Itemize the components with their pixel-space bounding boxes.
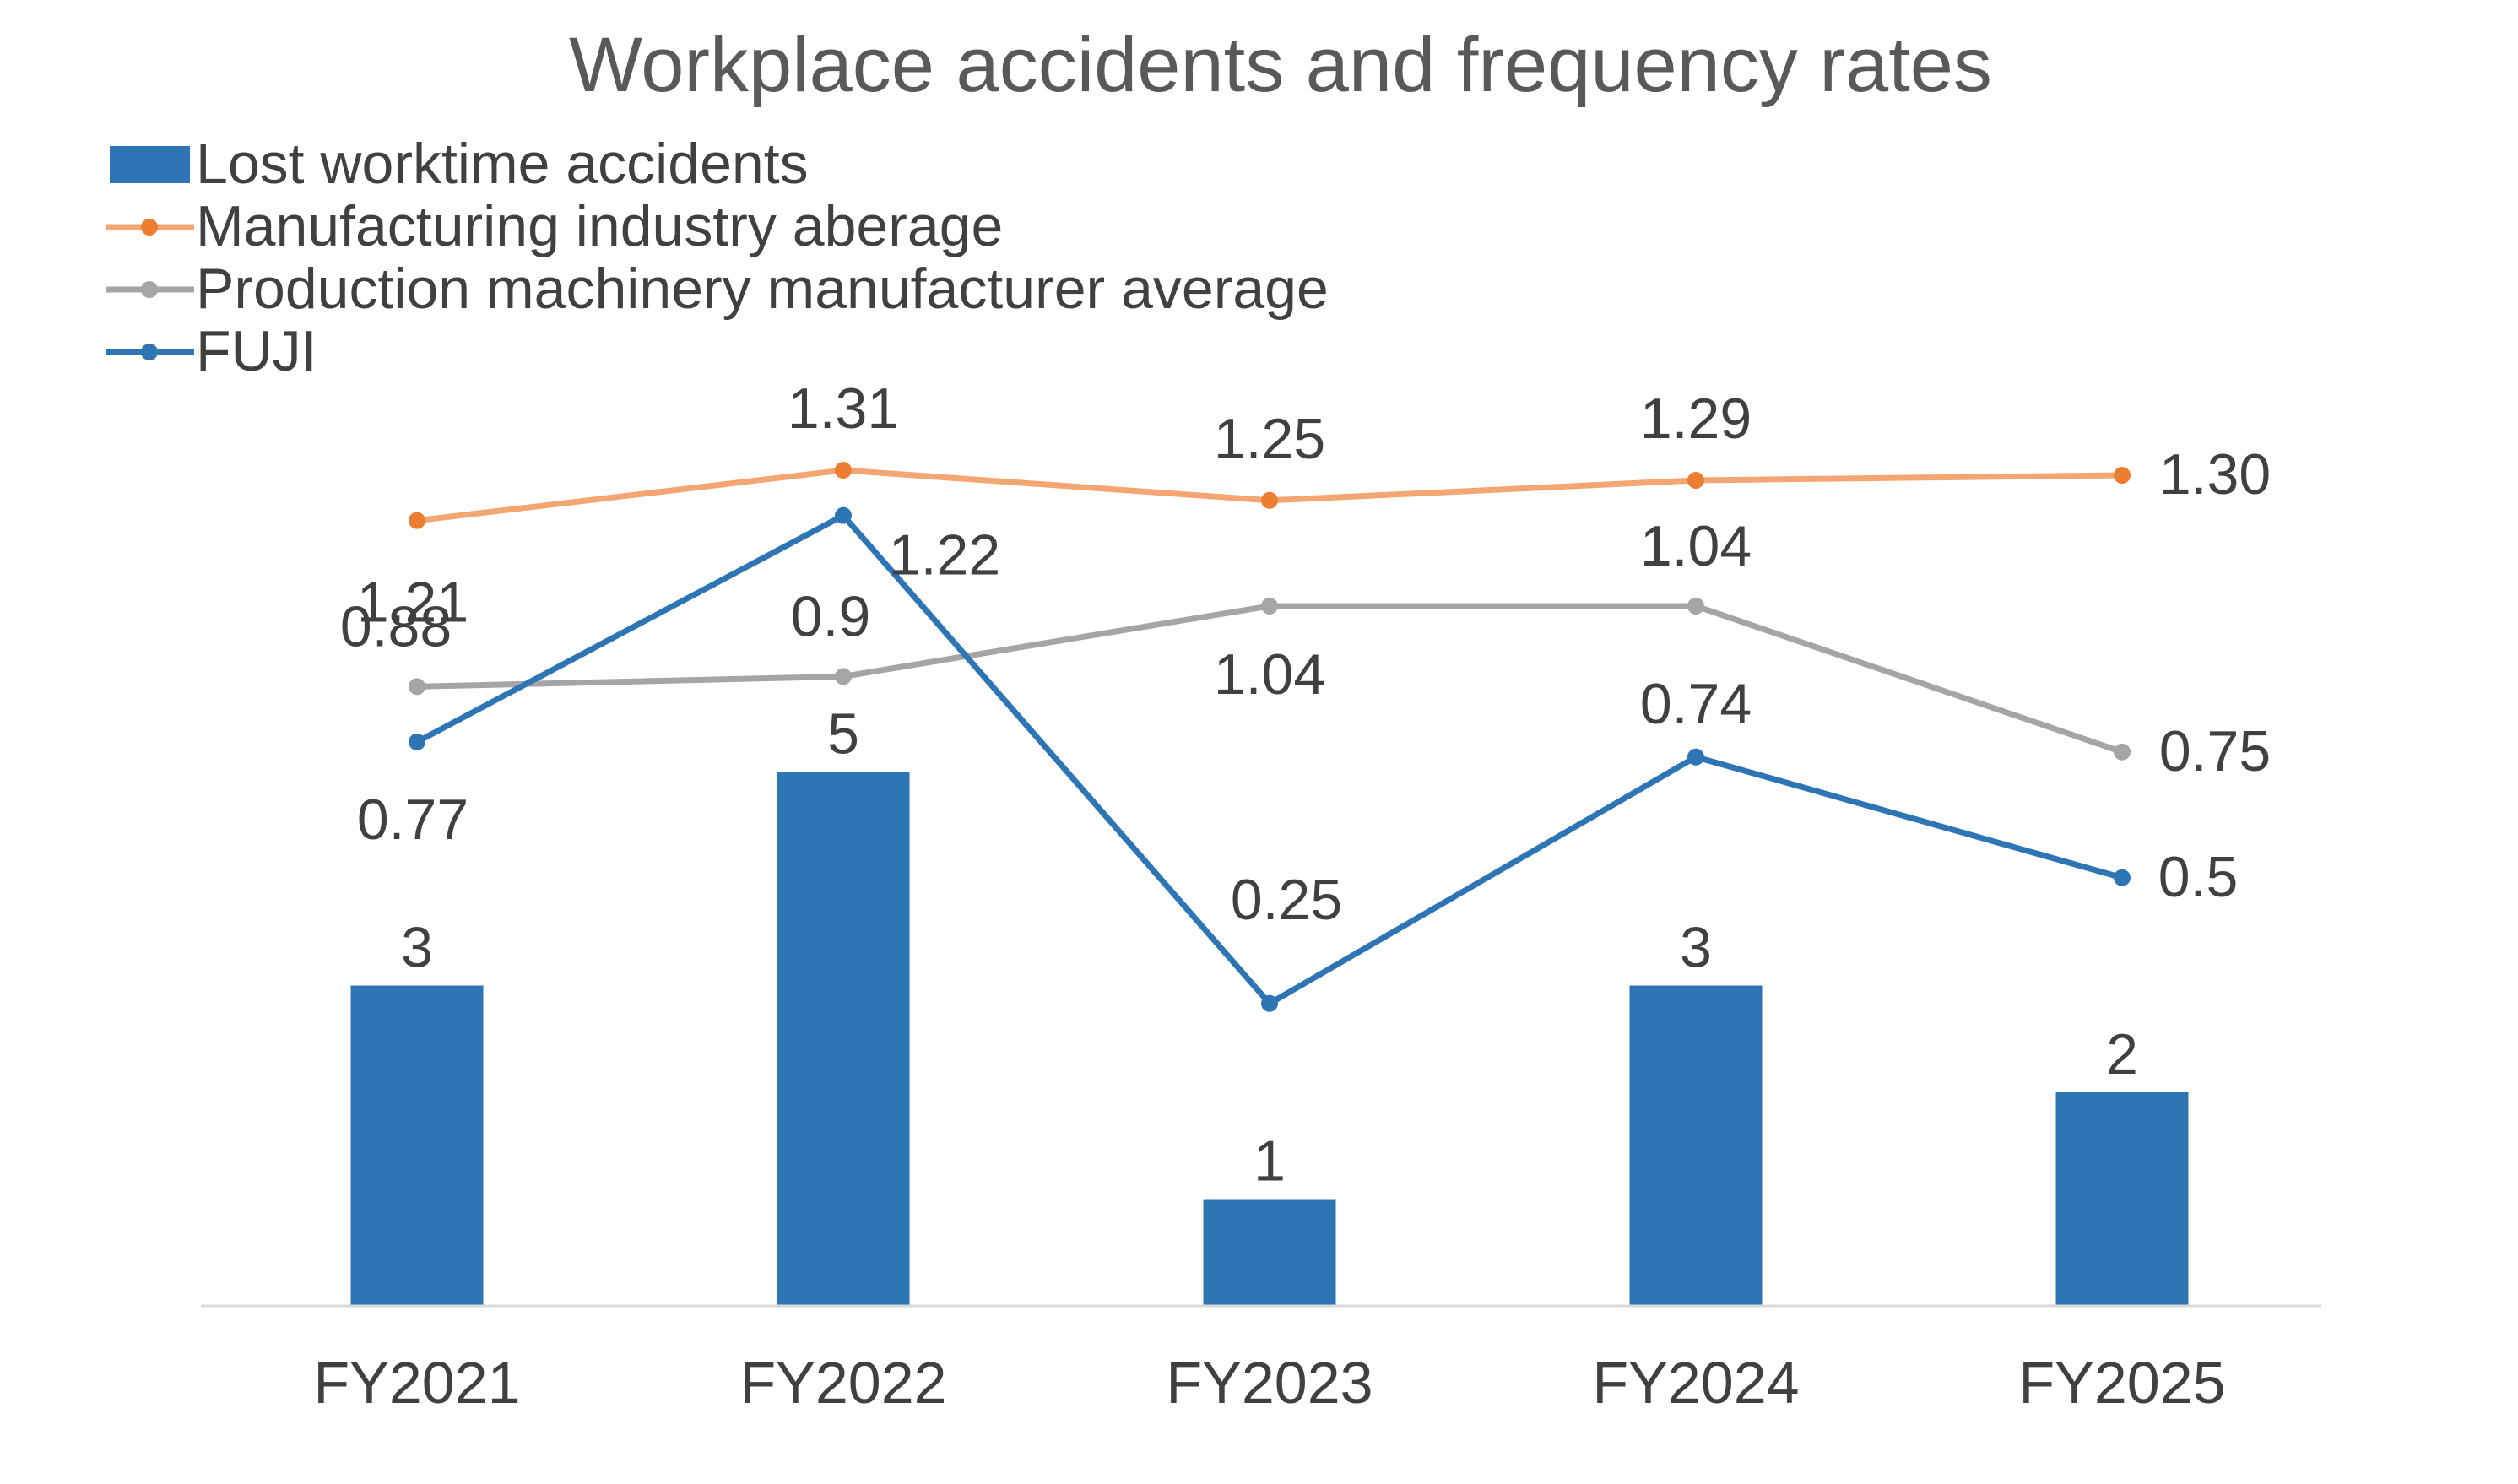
line-data-label: 1.29: [1640, 387, 1752, 451]
bar-data-label: 1: [1254, 1129, 1286, 1194]
line-point: [409, 678, 425, 696]
data-labels: 3 5 1 3 2 1.21 1.31 1.25 1.29 1.30 0.88 0.9 1.04 1.04…: [340, 376, 2271, 1193]
bar-data-label: 5: [827, 702, 859, 766]
line-series: [409, 462, 2131, 529]
line-point: [409, 733, 425, 750]
legend-marker: [141, 344, 158, 360]
legend-item-line: Production machinery manufacturer averag…: [106, 257, 1329, 321]
line-data-label: 1.31: [788, 376, 899, 441]
x-tick-label: FY2025: [2018, 1350, 2225, 1416]
line-point: [835, 462, 852, 479]
bar-data-label: 3: [1680, 916, 1712, 980]
lines: [409, 462, 2131, 1012]
bars: [350, 772, 2189, 1306]
line-point: [1261, 994, 1278, 1012]
legend-label: Lost worktime accidents: [196, 132, 809, 196]
line-point: [409, 512, 425, 529]
legend-label: FUJI: [196, 319, 317, 383]
legend-swatch: [110, 146, 190, 183]
line-data-label: 0.5: [2158, 845, 2239, 909]
x-tick-labels: FY2021 FY2022 FY2023 FY2024 FY2025: [313, 1350, 2225, 1416]
line-data-label: 1.22: [889, 523, 1000, 588]
legend-label: Production machinery manufacturer averag…: [196, 257, 1329, 321]
bar: [2055, 1092, 2189, 1306]
line-data-label: 1.25: [1214, 407, 1325, 471]
bar-data-label: 3: [401, 916, 433, 980]
line-data-label: 1.21: [357, 571, 468, 635]
line-data-label: 0.75: [2159, 719, 2271, 783]
x-tick-label: FY2021: [313, 1350, 520, 1416]
line-point: [1261, 491, 1278, 509]
legend-item-line: FUJI: [106, 319, 317, 383]
bar-data-label: 2: [2106, 1022, 2138, 1086]
line-data-label: 1.04: [1640, 514, 1752, 578]
line-series: [409, 597, 2131, 761]
line-data-label: 0.88: [340, 594, 452, 658]
legend-item-bars: Lost worktime accidents: [110, 132, 809, 196]
line-data-label: 0.77: [357, 788, 468, 852]
line-series: [409, 506, 2131, 1012]
x-tick-label: FY2023: [1166, 1350, 1373, 1416]
line-point: [1687, 597, 1704, 615]
legend-item-line: Manufacturing industry aberage: [106, 194, 1003, 258]
line-data-label: 0.25: [1231, 868, 1342, 932]
bar: [1629, 985, 1763, 1306]
line-point: [2114, 743, 2131, 761]
line-point: [1261, 597, 1278, 615]
line-point: [2114, 869, 2131, 886]
line-point: [835, 668, 852, 685]
line-point: [1687, 471, 1704, 489]
line-point: [1687, 748, 1704, 766]
legend-marker: [141, 219, 158, 236]
line-data-label: 0.9: [791, 584, 871, 648]
line-point: [2114, 467, 2131, 484]
line-data-label: 1.30: [2159, 442, 2271, 506]
line-data-label: 1.04: [1214, 642, 1325, 707]
bar: [1203, 1199, 1336, 1306]
bar: [350, 985, 484, 1306]
legend-marker: [141, 281, 158, 298]
chart-title: Workplace accidents and frequency rates: [569, 22, 1992, 108]
bar: [777, 772, 910, 1306]
line-point: [835, 506, 852, 524]
line-data-label: 0.74: [1640, 672, 1752, 736]
x-tick-label: FY2022: [739, 1350, 946, 1416]
x-tick-label: FY2024: [1592, 1350, 1799, 1416]
legend-label: Manufacturing industry aberage: [196, 194, 1003, 258]
